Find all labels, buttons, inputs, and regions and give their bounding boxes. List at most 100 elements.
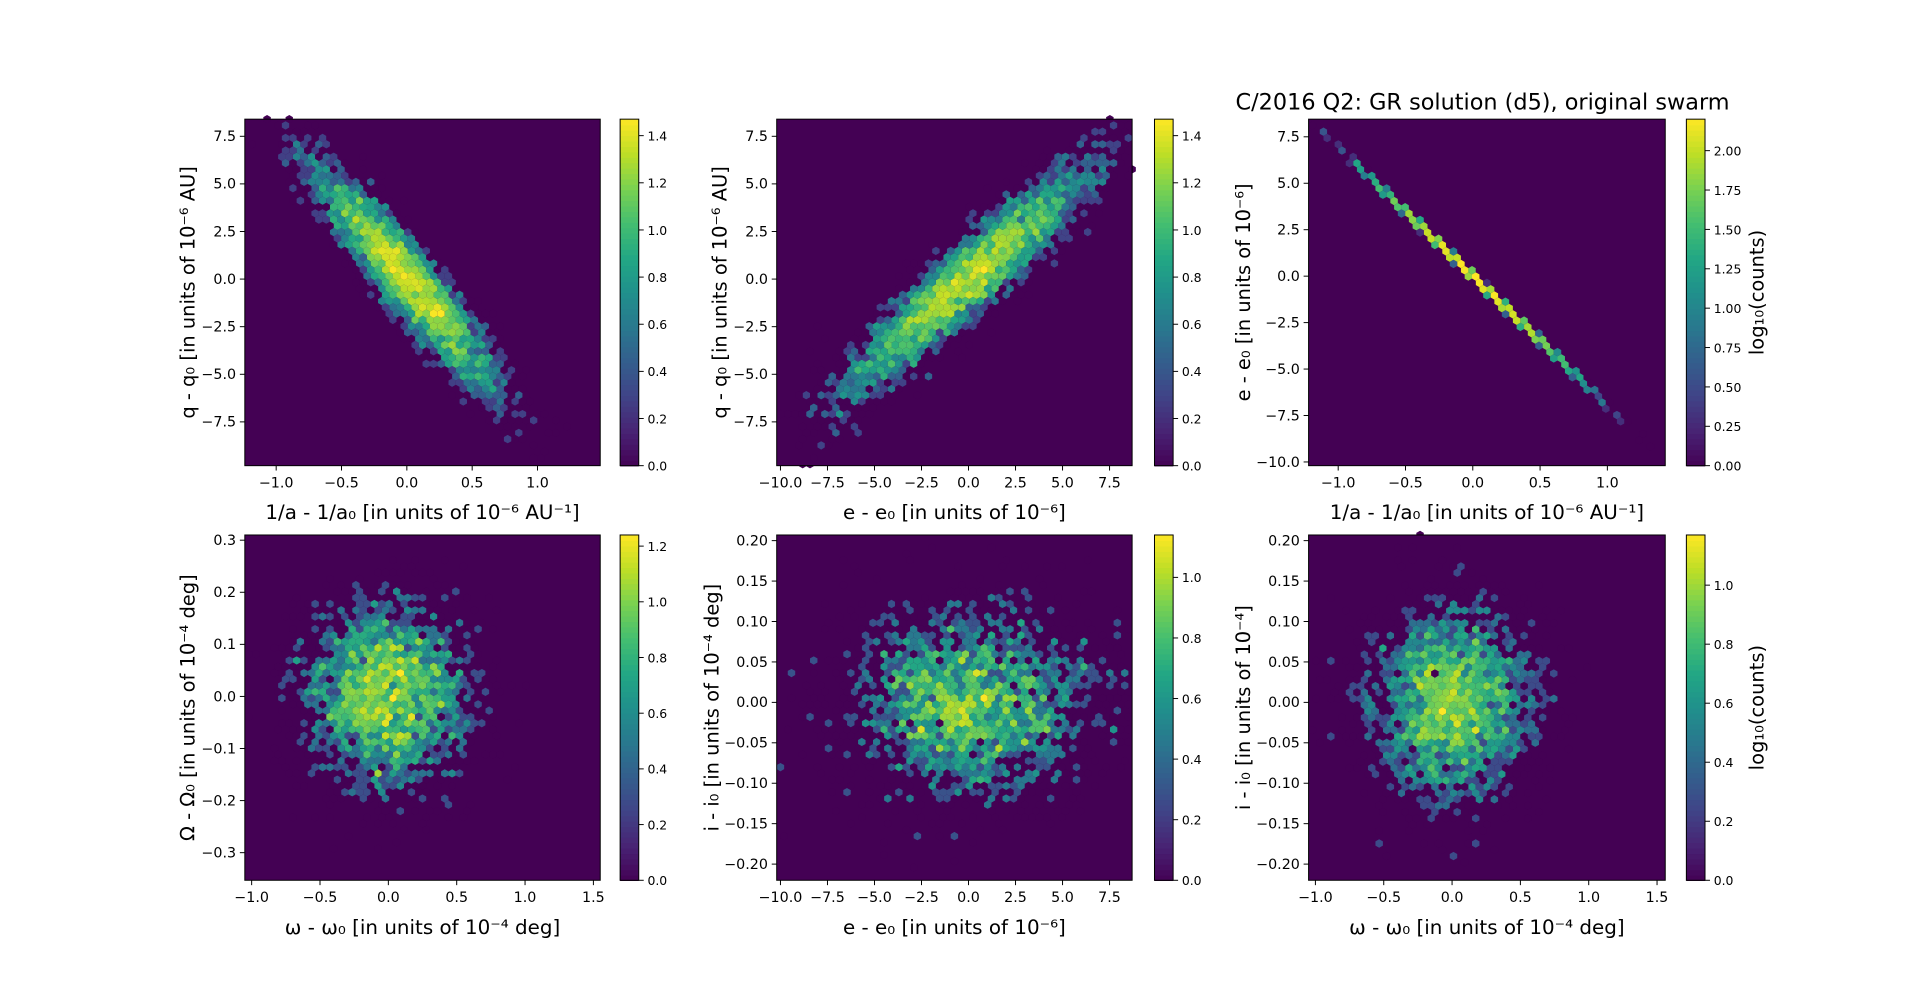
hex-bin xyxy=(835,397,844,406)
hex-bin xyxy=(400,599,408,609)
hex-bin xyxy=(318,649,327,659)
colorbar-segment xyxy=(1686,433,1706,440)
hex-bin xyxy=(884,681,892,690)
hex-bin xyxy=(459,662,468,671)
hex-bin xyxy=(418,693,427,703)
hex-bin xyxy=(281,675,290,684)
hex-bin xyxy=(400,662,408,671)
colorbar-segment xyxy=(1686,869,1706,876)
hex-bin xyxy=(381,631,390,640)
colorbar-segment xyxy=(1686,292,1706,299)
hex-bin xyxy=(1405,209,1413,218)
hex-bin xyxy=(1009,756,1018,766)
hex-bin xyxy=(1046,606,1055,615)
colorbar-segment xyxy=(1686,438,1706,445)
hex-bin xyxy=(1095,712,1103,722)
colorbar-segment xyxy=(1686,745,1706,752)
hex-bin xyxy=(943,253,951,262)
hex-bin xyxy=(396,240,405,249)
hex-bin xyxy=(396,618,405,628)
hex-bin xyxy=(1579,379,1588,388)
hex-bin xyxy=(285,127,293,136)
hex-bin xyxy=(437,599,445,609)
colorbar-segment xyxy=(620,745,639,752)
hex-bin xyxy=(1069,190,1077,199)
hex-bin xyxy=(348,737,356,747)
hex-bin xyxy=(917,309,925,318)
hex-bin xyxy=(452,321,460,331)
colorbar-segment xyxy=(1154,675,1174,682)
hex-bin xyxy=(887,700,896,709)
hex-bin xyxy=(1002,719,1010,728)
hex-bin xyxy=(1028,787,1036,797)
hex-bin xyxy=(322,202,330,212)
hex-bin xyxy=(363,675,371,684)
hex-bin xyxy=(426,756,434,766)
hex-bin xyxy=(437,321,445,331)
hex-bin xyxy=(991,309,999,318)
hex-bin xyxy=(289,813,297,822)
hex-bin xyxy=(1035,158,1044,168)
hex-bin xyxy=(396,744,405,753)
colorbar-segment xyxy=(620,793,639,801)
hex-bin xyxy=(873,750,881,759)
hex-bin xyxy=(441,618,449,628)
hex-bin xyxy=(1013,259,1022,268)
hex-bin xyxy=(1602,404,1610,413)
hex-bin xyxy=(404,593,412,602)
hex-bin xyxy=(1483,278,1491,288)
y-tick-label: −0.05 xyxy=(724,736,768,752)
hex-bin xyxy=(1002,190,1010,199)
hex-bin xyxy=(1576,373,1584,382)
hex-bin xyxy=(289,637,297,646)
hex-bin xyxy=(1084,177,1092,187)
hex-bin xyxy=(370,259,379,268)
hex-bin xyxy=(296,158,305,168)
hex-bin xyxy=(1046,643,1055,653)
hex-bin xyxy=(1002,555,1010,565)
colorbar-segment xyxy=(620,438,639,445)
hex-bin xyxy=(292,769,301,778)
hex-bin xyxy=(429,599,438,609)
hex-bin xyxy=(444,662,453,671)
hex-bin xyxy=(296,737,305,747)
hex-bin xyxy=(1375,184,1383,193)
hex-bin xyxy=(935,744,944,753)
hex-bin xyxy=(998,284,1007,293)
colorbar-segment xyxy=(620,653,639,660)
hex-bin xyxy=(296,146,305,155)
hex-bin xyxy=(1072,700,1081,709)
hex-bin xyxy=(315,731,323,740)
hex-bin xyxy=(466,737,475,747)
hex-bin xyxy=(466,359,475,369)
colorbar-tick-label: 1.0 xyxy=(1182,571,1202,585)
hex-bin xyxy=(1494,297,1502,306)
hex-bin xyxy=(950,290,959,299)
hex-bin xyxy=(950,756,959,766)
colorbar-segment xyxy=(1686,265,1706,272)
hex-bin xyxy=(1050,662,1059,671)
hex-bin xyxy=(444,800,453,809)
colorbar-segment xyxy=(1686,599,1706,606)
hex-bin xyxy=(418,340,427,350)
hex-bin xyxy=(278,756,286,766)
hex-bin xyxy=(932,612,940,621)
hex-bin xyxy=(496,422,504,431)
hex-bin xyxy=(972,215,981,224)
hex-bin xyxy=(1017,781,1025,791)
hex-bin xyxy=(998,750,1007,759)
hex-bin xyxy=(411,769,419,778)
hex-bin xyxy=(448,756,456,766)
hex-bin xyxy=(396,606,405,615)
hex-bin xyxy=(983,700,992,709)
hex-bin xyxy=(910,725,918,734)
hex-bin xyxy=(415,687,423,696)
hex-bin xyxy=(1379,190,1387,199)
hex-bin xyxy=(1087,587,1096,596)
hex-bin xyxy=(389,643,397,653)
hex-bin xyxy=(407,637,416,646)
hex-bin xyxy=(928,290,936,299)
hex-bin xyxy=(1021,712,1029,722)
hex-bin xyxy=(954,246,962,256)
hex-bin xyxy=(976,309,984,318)
